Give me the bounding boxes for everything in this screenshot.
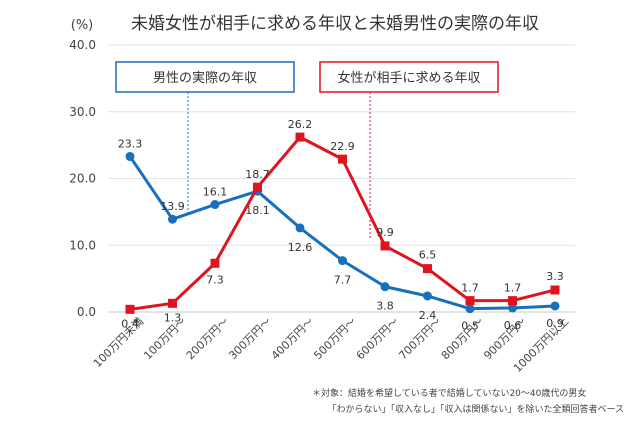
data-point <box>338 256 347 266</box>
legend-group: 男性の実際の年収 女性が相手に求める年収 <box>115 61 499 93</box>
data-label: 6.5 <box>419 249 437 262</box>
data-label: 0.4 <box>121 317 139 330</box>
legend-box <box>115 61 295 93</box>
y-axis-unit: (%) <box>71 18 94 33</box>
legend-label: 女性が相手に求める年収 <box>337 70 480 86</box>
data-point <box>380 282 390 292</box>
x-tick-label: 300万円〜 <box>226 315 273 362</box>
x-tick-label: 400万円〜 <box>269 315 316 362</box>
data-point <box>210 258 220 268</box>
data-label: 13.9 <box>160 200 185 213</box>
data-label: 0.6 <box>504 319 522 332</box>
data-label: 3.3 <box>546 270 564 283</box>
x-tick-label: 600万円〜 <box>354 315 401 362</box>
data-label: 18.7 <box>245 168 270 181</box>
y-tick-label: 20.0 <box>69 172 96 186</box>
legend-leader-lines <box>187 92 371 240</box>
data-point <box>168 214 177 224</box>
chart-title: 未婚女性が相手に求める年収と未婚男性の実際の年収 <box>131 14 539 34</box>
data-point <box>423 291 432 301</box>
data-label: 12.6 <box>288 241 313 254</box>
data-label: 26.2 <box>288 118 313 131</box>
data-label: 0.5 <box>461 320 479 333</box>
data-label: 1.3 <box>164 311 182 324</box>
data-label: 3.8 <box>376 300 394 313</box>
y-tick-label: 30.0 <box>69 105 96 119</box>
y-tick-label: 0.0 <box>77 305 96 319</box>
footnote-line-2: 「わからない」「収入なし」「収入は関係ない」を除いた全類回答者ベース <box>327 403 624 415</box>
data-point <box>508 303 517 313</box>
data-point <box>508 296 517 306</box>
data-point <box>253 182 262 192</box>
x-tick-label: 200万円〜 <box>184 315 231 362</box>
y-tick-label: 10.0 <box>69 238 96 252</box>
y-tick-label: 40.0 <box>69 38 96 52</box>
footnote-line-1: ＊対象：結婚を希望している者で結婚していない20〜40歳代の男女 <box>312 387 586 399</box>
data-label: 1.7 <box>461 282 479 295</box>
data-point <box>465 304 475 314</box>
data-point <box>380 241 390 251</box>
data-point <box>125 151 135 161</box>
data-label: 0.9 <box>546 317 564 330</box>
legend-box <box>319 61 499 93</box>
data-point <box>210 200 220 210</box>
gridlines <box>108 44 575 313</box>
data-label: 23.3 <box>118 137 143 150</box>
data-label: 1.7 <box>504 282 522 295</box>
y-axis-ticks: 0.0 10.0 20.0 30.0 40.0 <box>69 38 96 319</box>
data-point <box>550 285 560 295</box>
data-point <box>550 301 560 311</box>
data-point <box>295 132 305 142</box>
x-tick-label: 500万円〜 <box>311 315 358 362</box>
data-label: 7.3 <box>206 273 224 286</box>
legend-label: 男性の実際の年収 <box>153 70 257 86</box>
data-label: 16.1 <box>203 186 228 199</box>
x-tick-label: 700万円〜 <box>396 315 443 362</box>
data-point <box>423 264 432 274</box>
data-label: 2.4 <box>419 309 437 322</box>
data-point <box>465 296 475 306</box>
data-label: 7.7 <box>334 274 352 287</box>
series-group: 23.3 13.9 16.1 18.1 12.6 7.7 3.8 2.4 0.5 0.6 0.9 0.… <box>118 118 564 333</box>
data-point <box>295 223 305 233</box>
data-label: 22.9 <box>330 140 355 153</box>
data-point <box>338 154 347 164</box>
data-point <box>168 298 177 308</box>
data-point <box>125 304 135 314</box>
data-label: 18.1 <box>245 204 270 217</box>
data-label: 9.9 <box>376 226 394 239</box>
